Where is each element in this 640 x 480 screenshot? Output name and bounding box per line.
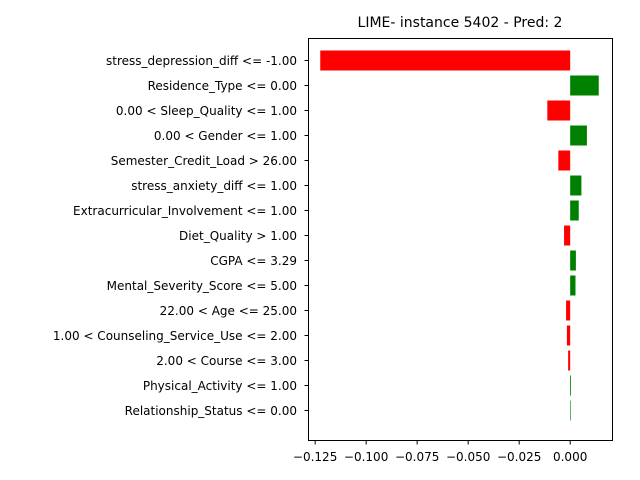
x-tick-label-2: −0.075: [395, 450, 439, 464]
bars-group: [320, 50, 599, 421]
y-tick-label-6: Extracurricular_Involvement <= 1.00: [73, 204, 297, 218]
bar-11: [566, 325, 571, 346]
y-tick-label-5: stress_anxiety_diff <= 1.00: [131, 179, 297, 193]
bar-6: [570, 200, 579, 221]
bar-0: [320, 50, 571, 71]
y-tick-label-3: 0.00 < Gender <= 1.00: [154, 129, 297, 143]
bar-9: [570, 275, 576, 296]
x-tick-label-5: 0.000: [553, 450, 587, 464]
y-tick-label-4: Semester_Credit_Load > 26.00: [111, 154, 297, 168]
y-tick-label-9: Mental_Severity_Score <= 5.00: [107, 279, 297, 293]
y-tick-label-0: stress_depression_diff <= -1.00: [106, 54, 297, 68]
y-tick-label-10: 22.00 < Age <= 25.00: [160, 304, 297, 318]
y-tick-label-11: 1.00 < Counseling_Service_Use <= 2.00: [53, 329, 297, 343]
x-tick-label-3: −0.050: [446, 450, 490, 464]
bar-2: [547, 100, 571, 121]
bar-4: [558, 150, 571, 171]
y-tick-label-1: Residence_Type <= 0.00: [148, 79, 297, 93]
bar-13: [570, 375, 571, 396]
bar-12: [568, 350, 571, 371]
bar-5: [570, 175, 582, 196]
bar-3: [570, 125, 587, 146]
bar-1: [570, 75, 599, 96]
y-tick-label-8: CGPA <= 3.29: [210, 254, 297, 268]
axes-frame: [308, 38, 613, 441]
x-tick-label-1: −0.100: [344, 450, 388, 464]
chart-title: LIME- instance 5402 - Pred: 2: [358, 15, 563, 31]
x-tick-label-4: −0.025: [497, 450, 541, 464]
y-tick-label-13: Physical_Activity <= 1.00: [143, 379, 297, 393]
y-tick-labels: stress_depression_diff <= -1.00 Residence…: [53, 54, 309, 418]
y-tick-label-14: Relationship_Status <= 0.00: [125, 404, 297, 418]
bar-8: [570, 250, 576, 271]
y-tick-label-12: 2.00 < Course <= 3.00: [156, 354, 297, 368]
bar-14: [570, 400, 571, 421]
bar-10: [566, 300, 571, 321]
y-tick-label-2: 0.00 < Sleep_Quality <= 1.00: [116, 104, 297, 118]
x-ticks: −0.125 −0.100 −0.075 −0.050 −0.025 0.000: [293, 440, 587, 464]
x-tick-label-0: −0.125: [293, 450, 337, 464]
y-tick-label-7: Diet_Quality > 1.00: [179, 229, 297, 243]
bar-7: [564, 225, 571, 246]
